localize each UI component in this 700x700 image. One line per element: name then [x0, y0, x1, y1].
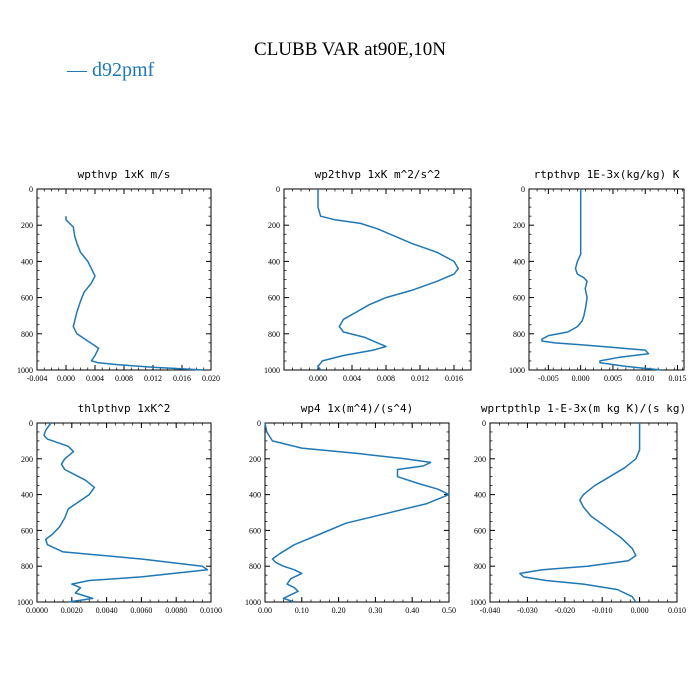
y-tick-label: 800 — [21, 562, 33, 571]
series-line-d92pmf — [317, 189, 460, 371]
x-tick-label: 0.00 — [258, 606, 272, 615]
y-tick-label: 800 — [474, 562, 486, 571]
x-tick-label: 0.015 — [669, 374, 687, 383]
y-tick-label: 1000 — [470, 598, 486, 607]
series-line-d92pmf — [519, 423, 641, 603]
x-tick-label: 0.012 — [144, 374, 162, 383]
x-tick-label: 0.0040 — [96, 606, 118, 615]
x-tick-label: 0.000 — [572, 374, 590, 383]
plot-frame — [36, 422, 212, 603]
x-tick-label: 0.010 — [668, 606, 686, 615]
y-tick-label: 400 — [513, 257, 525, 266]
x-tick-label: -0.040 — [480, 606, 501, 615]
plot-frame — [36, 188, 212, 371]
x-tick-label: 0.000 — [309, 374, 327, 383]
y-tick-label: 1000 — [509, 366, 525, 375]
plot-frame — [489, 422, 678, 603]
x-tick-label: 0.0020 — [61, 606, 83, 615]
x-tick-label: 0.012 — [411, 374, 429, 383]
y-tick-label: 800 — [513, 330, 525, 339]
x-tick-label: 0.010 — [636, 374, 654, 383]
y-tick-label: 600 — [249, 526, 261, 535]
y-tick-label: 600 — [474, 526, 486, 535]
y-tick-label: 200 — [21, 221, 33, 230]
x-tick-label: -0.020 — [554, 606, 575, 615]
y-tick-label: 600 — [21, 526, 33, 535]
x-tick-label: 0.10 — [295, 606, 309, 615]
y-tick-label: 800 — [21, 330, 33, 339]
y-tick-label: 1000 — [17, 366, 33, 375]
x-tick-label: 0.000 — [631, 606, 649, 615]
y-tick-label: 600 — [268, 294, 280, 303]
y-tick-label: 400 — [474, 491, 486, 500]
x-tick-label: 0.0000 — [26, 606, 48, 615]
x-tick-label: -0.004 — [27, 374, 48, 383]
x-tick-label: 0.40 — [405, 606, 419, 615]
y-tick-label: 200 — [21, 455, 33, 464]
x-tick-label: 0.000 — [57, 374, 75, 383]
y-tick-label: 600 — [513, 294, 525, 303]
panel-3: rtpthvp 1E-3x(kg/kg) K 0 200 400 600 800 1000 -… — [509, 168, 687, 383]
y-tick-label: 800 — [249, 562, 261, 571]
y-tick-label: 200 — [474, 455, 486, 464]
x-tick-label: 0.005 — [604, 374, 622, 383]
legend-label: d92pmf — [92, 59, 155, 81]
x-tick-label: 0.0060 — [130, 606, 152, 615]
x-tick-label: -0.005 — [538, 374, 559, 383]
x-tick-label: -0.010 — [592, 606, 613, 615]
panel-title: rtpthvp 1E-3x(kg/kg) K — [534, 168, 680, 181]
figure-title: CLUBB VAR at90E,10N — [254, 39, 446, 60]
x-tick-label: 0.020 — [202, 374, 220, 383]
y-tick-label: 200 — [268, 221, 280, 230]
y-tick-label: 200 — [513, 221, 525, 230]
series-line-d92pmf — [43, 422, 209, 603]
x-tick-label: 0.50 — [442, 606, 456, 615]
x-tick-label: 0.20 — [332, 606, 346, 615]
y-tick-label: 0 — [257, 419, 261, 428]
y-tick-label: 600 — [21, 294, 33, 303]
x-tick-label: 0.004 — [343, 374, 361, 383]
plot-frame — [264, 422, 450, 603]
x-tick-label: 0.016 — [173, 374, 191, 383]
x-tick-label: 0.008 — [115, 374, 133, 383]
y-tick-label: 0 — [521, 185, 525, 194]
y-tick-label: 400 — [249, 491, 261, 500]
x-tick-label: 0.0100 — [200, 606, 222, 615]
panel-6: wprtpthlp 1-E-3x(m kg K)/(s kg) 0 200 400 60… — [470, 402, 686, 615]
panel-2: wp2thvp 1xK m^2/s^2 0 200 400 600 800 1000 0.00… — [264, 168, 472, 383]
panel-title: wp2thvp 1xK m^2/s^2 — [315, 168, 441, 181]
series-line-d92pmf — [264, 422, 450, 603]
y-tick-label: 400 — [21, 491, 33, 500]
series-line-d92pmf — [65, 216, 204, 371]
y-tick-label: 200 — [249, 455, 261, 464]
y-tick-label: 1000 — [245, 598, 261, 607]
series-line-d92pmf — [541, 189, 662, 371]
y-tick-label: 400 — [21, 257, 33, 266]
x-tick-label: -0.030 — [517, 606, 538, 615]
panel-title: wprtpthlp 1-E-3x(m kg K)/(s kg) — [481, 402, 686, 415]
panel-title: wp4 1x(m^4)/(s^4) — [301, 402, 414, 415]
legend: — d92pmf — [66, 59, 155, 81]
y-tick-label: 800 — [268, 330, 280, 339]
x-tick-label: 0.004 — [86, 374, 104, 383]
y-tick-label: 0 — [29, 185, 33, 194]
legend-entry: — d92pmf — [66, 59, 155, 81]
x-tick-label: 0.016 — [445, 374, 463, 383]
y-tick-label: 0 — [482, 419, 486, 428]
panel-title: thlpthvp 1xK^2 — [78, 402, 171, 415]
y-tick-label: 0 — [29, 419, 33, 428]
y-tick-label: 1000 — [17, 598, 33, 607]
y-tick-label: 400 — [268, 257, 280, 266]
x-tick-label: 0.30 — [368, 606, 382, 615]
x-tick-label: 0.008 — [377, 374, 395, 383]
panel-title: wpthvp 1xK m/s — [78, 168, 171, 181]
panel-1: wpthvp 1xK m/s 0 200 400 600 800 1000-0.004 0.0… — [17, 168, 220, 383]
x-tick-label: 0.0080 — [165, 606, 187, 615]
y-tick-label: 1000 — [264, 366, 280, 375]
y-tick-label: 0 — [276, 185, 280, 194]
